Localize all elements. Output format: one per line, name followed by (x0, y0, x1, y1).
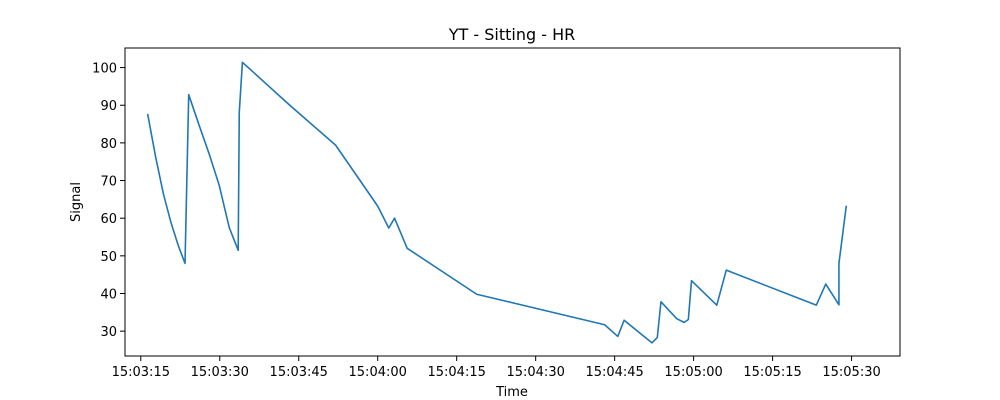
series-line-hr (146, 61, 848, 344)
y-tick-label: 30 (100, 325, 117, 340)
y-axis-ticks: 30 40 50 60 70 80 90 100 (92, 62, 125, 340)
y-axis-label: Signal (69, 182, 84, 222)
series-layer (146, 61, 848, 344)
x-tick-label: 15:04:00 (349, 365, 407, 380)
x-tick-label: 15:05:30 (822, 365, 880, 380)
x-tick-label: 15:04:15 (427, 365, 485, 380)
x-tick-label: 15:04:45 (585, 365, 643, 380)
x-axis-label: Time (495, 385, 528, 400)
y-tick-label: 60 (100, 212, 117, 227)
x-tick-label: 15:05:00 (664, 365, 722, 380)
y-tick-label: 40 (100, 287, 117, 302)
x-tick-label: 15:05:15 (743, 365, 801, 380)
x-tick-label: 15:03:30 (191, 365, 249, 380)
x-tick-label: 15:03:45 (270, 365, 328, 380)
x-tick-label: 15:04:30 (506, 365, 564, 380)
plot-area-frame (124, 47, 901, 357)
x-tick-label: 15:03:15 (112, 365, 170, 380)
y-tick-label: 100 (92, 62, 117, 77)
y-tick-label: 90 (100, 99, 117, 114)
y-tick-label: 50 (100, 250, 117, 265)
y-tick-label: 80 (100, 137, 117, 152)
x-axis-ticks: 15:03:15 15:03:30 15:03:45 15:04:00 15:04:15… (112, 356, 881, 380)
y-tick-label: 70 (100, 175, 117, 190)
chart-title: YT - Sitting - HR (448, 25, 575, 44)
